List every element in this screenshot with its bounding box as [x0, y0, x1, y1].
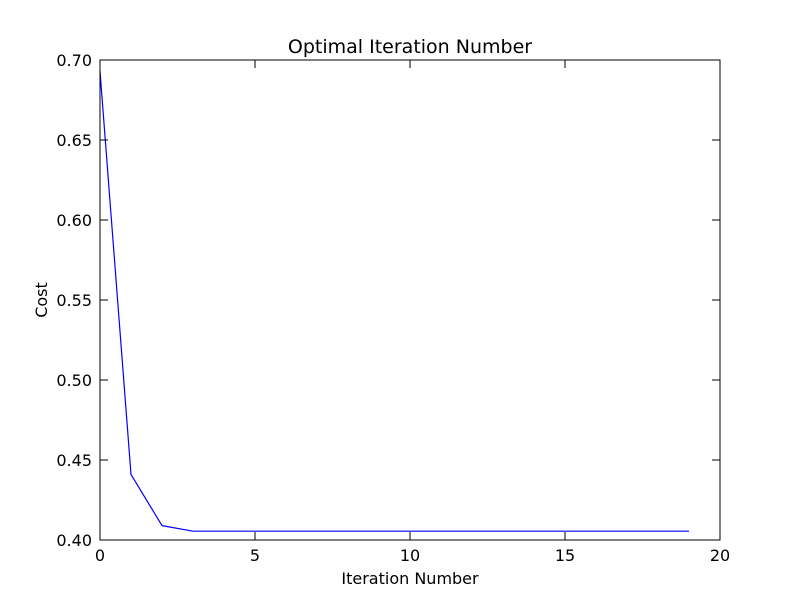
x-tick-label: 20 [710, 546, 730, 565]
y-tick-label: 0.40 [56, 531, 92, 550]
y-tick-label: 0.60 [56, 211, 92, 230]
y-tick-label: 0.45 [56, 451, 92, 470]
series-layer [99, 71, 689, 532]
x-tick-label: 15 [555, 546, 575, 565]
y-tick-label: 0.70 [56, 51, 92, 70]
y-axis-label: Cost [32, 282, 51, 318]
y-tick-label: 0.55 [56, 291, 92, 310]
x-tick-label: 10 [400, 546, 420, 565]
x-axis-label: Iteration Number [341, 569, 479, 588]
x-tick-label: 5 [250, 546, 260, 565]
series-line [99, 71, 689, 532]
ticks-layer: 0 5 10 15 20 0.40 0.45 0.50 0.55 0.60 0.65 0.70 [56, 51, 730, 565]
y-tick-label: 0.50 [56, 371, 92, 390]
y-tick-label: 0.65 [56, 131, 92, 150]
plot-frame [99, 59, 721, 541]
chart-title: Optimal Iteration Number [288, 36, 532, 58]
x-tick-label: 0 [95, 546, 105, 565]
